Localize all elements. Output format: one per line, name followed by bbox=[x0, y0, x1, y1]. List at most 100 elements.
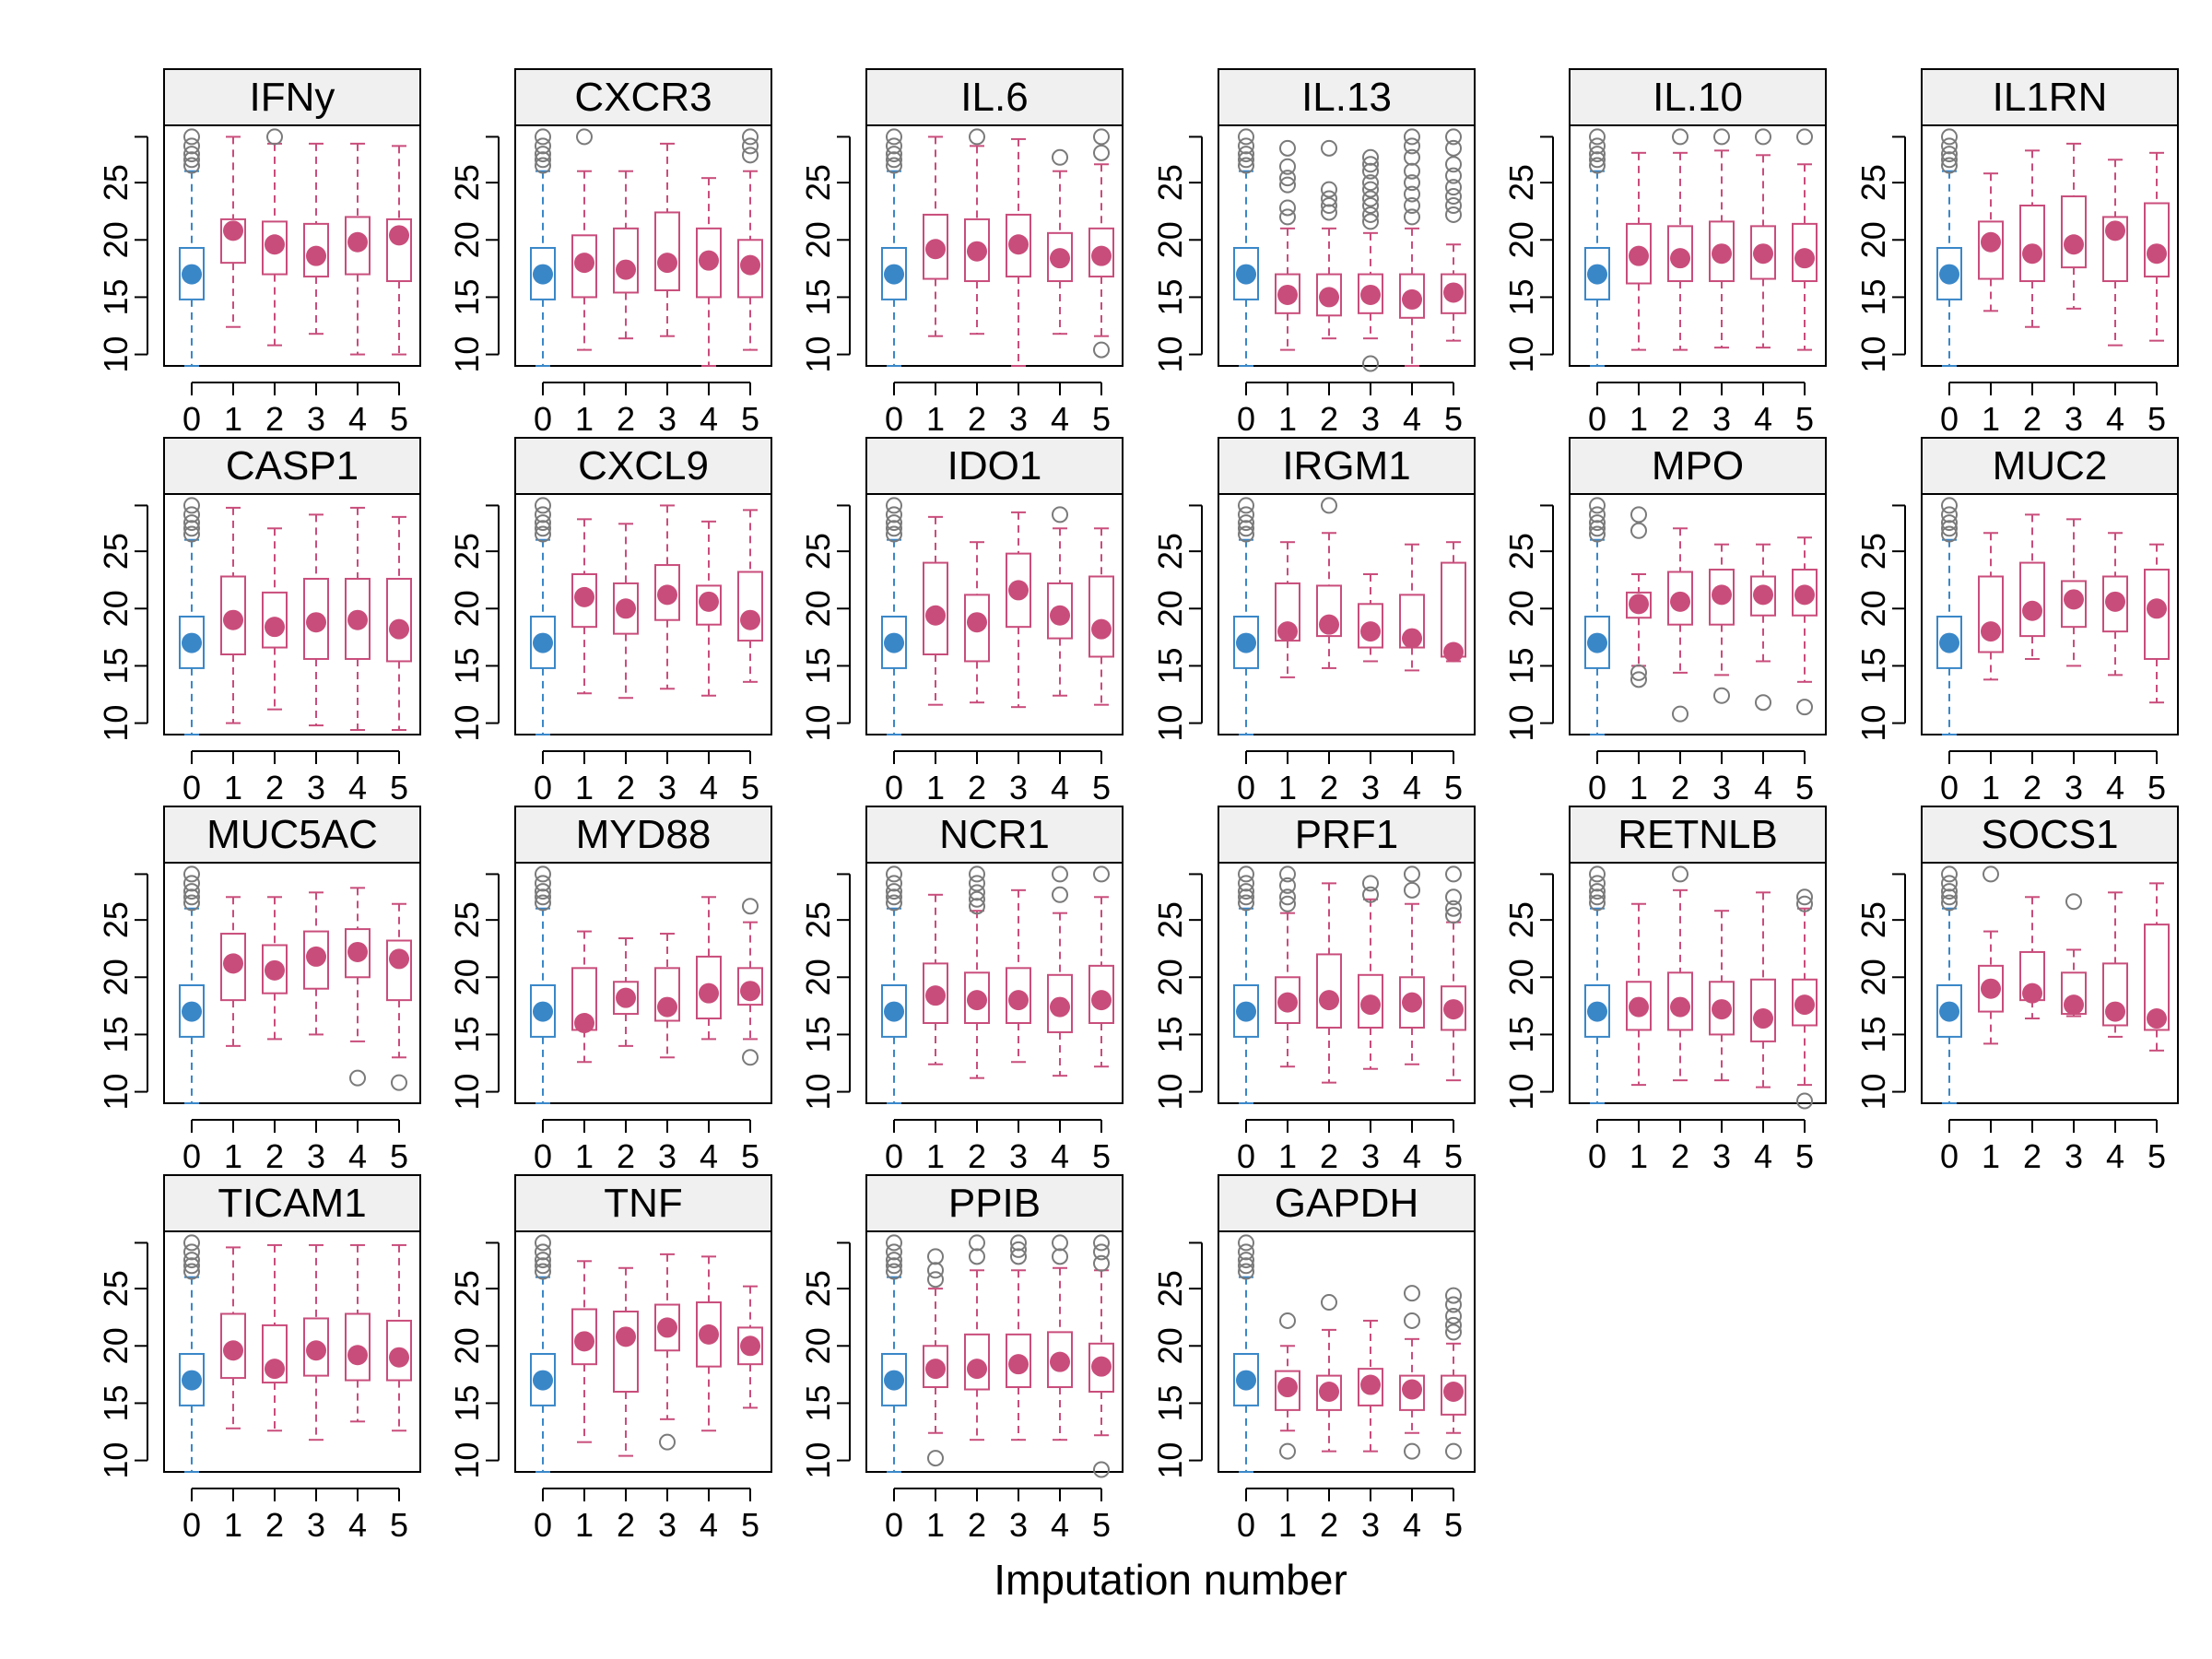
outlier-point bbox=[535, 865, 551, 883]
y-tick-label: 10 bbox=[1151, 705, 1189, 742]
x-tick-label: 1 bbox=[1982, 400, 2000, 438]
y-tick-label: 25 bbox=[1854, 164, 1892, 201]
box-imputation-3 bbox=[2061, 893, 2087, 1018]
median-point bbox=[925, 985, 946, 1006]
outlier-point bbox=[1010, 1241, 1027, 1258]
box-observed bbox=[530, 865, 556, 1104]
box-observed bbox=[530, 128, 556, 367]
y-tick-label: 10 bbox=[1151, 336, 1189, 373]
outlier-point bbox=[1279, 1312, 1296, 1329]
panel-casp1: CASP1 10 15 20 25 0 1 2 3 4 5 bbox=[97, 437, 421, 806]
box-imputation-5 bbox=[1088, 865, 1114, 1068]
x-tick-label: 4 bbox=[1403, 769, 1421, 806]
outlier-point bbox=[1941, 128, 1958, 146]
box-iqr bbox=[2144, 202, 2170, 278]
box-imputation-4 bbox=[2102, 891, 2128, 1038]
x-tick-label: 3 bbox=[2065, 1137, 2083, 1175]
y-tick-label: 10 bbox=[799, 1074, 837, 1111]
panel-mpo: MPO 10 15 20 25 0 1 2 3 4 5 bbox=[1502, 437, 1827, 806]
panel-tnf: TNF 10 15 20 25 0 1 2 3 4 5 bbox=[448, 1174, 772, 1544]
y-tick-label: 10 bbox=[97, 705, 135, 742]
x-tick-label: 3 bbox=[1009, 400, 1028, 438]
outlier-point bbox=[183, 883, 200, 900]
x-tick-label: 2 bbox=[1671, 400, 1689, 438]
box-imputation-2 bbox=[2019, 513, 2045, 660]
outlier-point bbox=[1238, 137, 1254, 155]
box-observed bbox=[179, 128, 205, 367]
x-tick-label: 0 bbox=[534, 1506, 552, 1544]
y-tick-label: 15 bbox=[1502, 647, 1540, 684]
outlier-point bbox=[1362, 156, 1379, 173]
outlier-point bbox=[1445, 197, 1462, 214]
x-tick-label: 2 bbox=[1320, 1506, 1338, 1544]
median-point bbox=[740, 1335, 760, 1357]
panel-il-13: IL.13 10 15 20 25 0 1 2 3 4 5 bbox=[1151, 68, 1476, 438]
outlier-point bbox=[1589, 514, 1606, 532]
median-point bbox=[1236, 1001, 1256, 1022]
outlier-point bbox=[1755, 694, 1771, 712]
median-point bbox=[574, 1013, 594, 1033]
y-tick-label: 15 bbox=[97, 1016, 135, 1053]
outlier-point bbox=[183, 128, 200, 146]
outlier-point bbox=[886, 1234, 902, 1252]
x-tick-label: 4 bbox=[1754, 400, 1772, 438]
x-tick-label: 2 bbox=[2023, 1137, 2041, 1175]
box-observed bbox=[1584, 865, 1610, 1104]
x-tick-label: 0 bbox=[1237, 1137, 1255, 1175]
plot-frame bbox=[163, 493, 421, 735]
y-tick-label: 25 bbox=[1151, 1270, 1189, 1307]
y-tick-label: 10 bbox=[1151, 1442, 1189, 1479]
box-imputation-4 bbox=[1047, 506, 1073, 697]
median-point bbox=[1050, 248, 1070, 269]
y-tick-label: 10 bbox=[799, 1442, 837, 1479]
outlier-point bbox=[1589, 883, 1606, 900]
outlier-point bbox=[1589, 888, 1606, 906]
x-axis-label: Imputation number bbox=[994, 1556, 1347, 1604]
outlier-point bbox=[183, 137, 200, 155]
x-tick-label: 4 bbox=[1403, 400, 1421, 438]
outlier-point bbox=[886, 157, 902, 174]
outlier-point bbox=[927, 1271, 944, 1288]
x-tick-label: 4 bbox=[1754, 769, 1772, 806]
x-tick-label: 1 bbox=[926, 769, 945, 806]
outlier-point bbox=[1279, 158, 1296, 175]
outlier-point bbox=[1755, 128, 1771, 146]
outlier-point bbox=[659, 1433, 676, 1451]
x-tick-label: 2 bbox=[968, 1137, 986, 1175]
median-point bbox=[533, 1370, 553, 1391]
outlier-point bbox=[1238, 157, 1254, 174]
panel-ifny: IFNy 10 15 20 25 0 1 2 3 4 5 bbox=[97, 68, 421, 438]
box-imputation-2 bbox=[1316, 882, 1342, 1084]
median-point bbox=[925, 605, 946, 626]
x-tick-label: 0 bbox=[1237, 400, 1255, 438]
median-point bbox=[1360, 284, 1381, 305]
outlier-point bbox=[969, 1248, 985, 1265]
median-point bbox=[389, 948, 409, 970]
box-imputation-1 bbox=[220, 1246, 246, 1430]
outlier-point bbox=[1672, 865, 1688, 883]
median-point bbox=[967, 241, 987, 262]
x-tick-label: 3 bbox=[658, 1137, 677, 1175]
median-point bbox=[967, 1359, 987, 1380]
median-point bbox=[1277, 284, 1298, 305]
plot-frame bbox=[865, 1230, 1124, 1473]
outlier-point bbox=[1672, 705, 1688, 723]
outlier-point bbox=[1238, 1252, 1254, 1269]
y-tick-label: 15 bbox=[1151, 278, 1189, 315]
y-tick-label: 20 bbox=[448, 1327, 486, 1364]
plot-frame bbox=[1569, 862, 1827, 1104]
box-observed bbox=[179, 497, 205, 735]
median-point bbox=[182, 1370, 202, 1391]
box-imputation-4 bbox=[1399, 128, 1425, 367]
outlier-point bbox=[886, 1243, 902, 1261]
box-imputation-2 bbox=[964, 128, 990, 335]
outlier-point bbox=[1941, 888, 1958, 906]
median-point bbox=[574, 586, 594, 607]
median-point bbox=[1794, 584, 1815, 606]
outlier-point bbox=[1093, 1234, 1110, 1252]
x-tick-label: 3 bbox=[1712, 769, 1731, 806]
outlier-point bbox=[1630, 664, 1647, 681]
outlier-point bbox=[183, 151, 200, 169]
median-point bbox=[1360, 994, 1381, 1016]
outlier-point bbox=[266, 128, 283, 146]
